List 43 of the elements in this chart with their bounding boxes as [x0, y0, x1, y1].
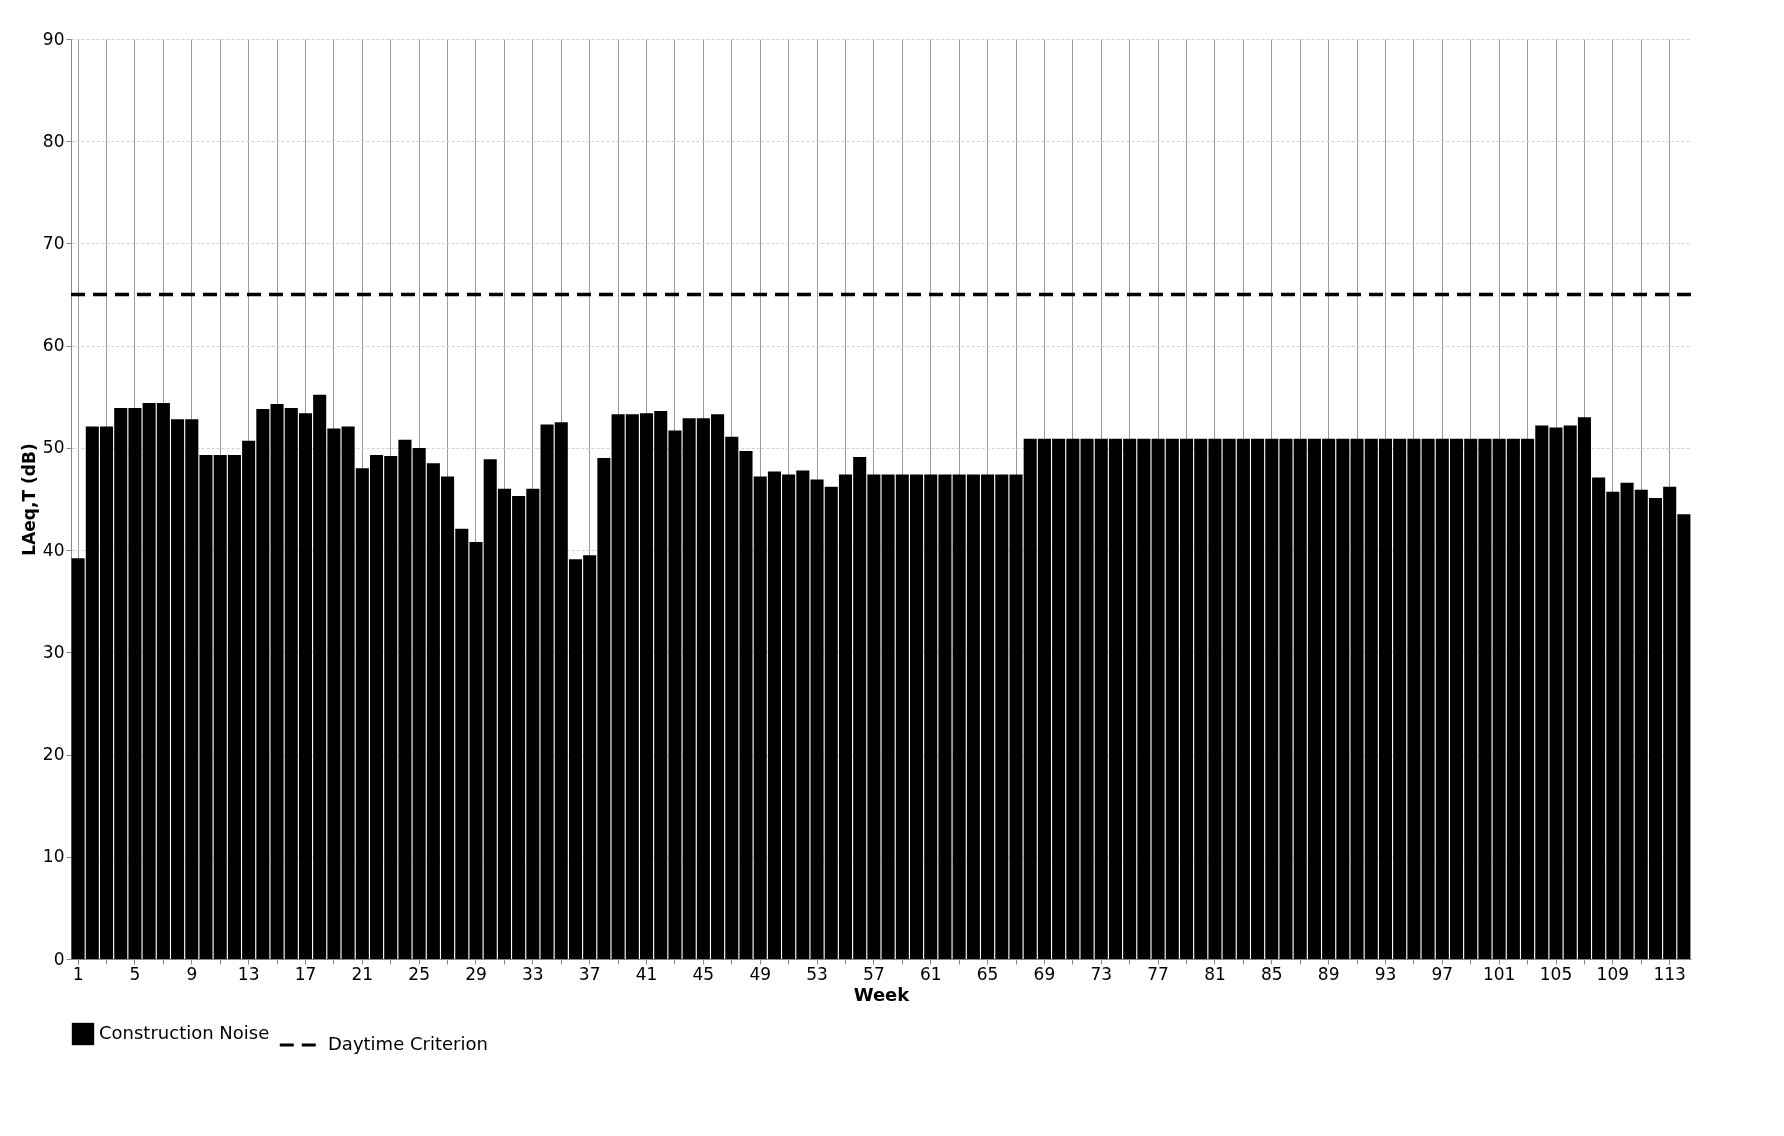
y-axis-title: LAeq,T (dB)	[18, 443, 39, 556]
x-tick-label: 69	[1033, 963, 1056, 984]
y-tick-label: 70	[42, 232, 65, 253]
x-tick-label: 41	[635, 963, 658, 984]
x-tick-label: 81	[1204, 963, 1226, 984]
x-tick-label: 17	[294, 963, 317, 984]
x-tick-label: 97	[1431, 963, 1454, 984]
y-tick-label: 10	[42, 846, 65, 867]
x-tick-label: 1	[72, 963, 84, 984]
y-tick-label: 20	[42, 744, 65, 765]
x-tick-label: 85	[1260, 963, 1283, 984]
x-tick-label: 77	[1147, 963, 1169, 984]
y-tick-label: 60	[42, 335, 65, 356]
x-tick-label: 13	[237, 963, 260, 984]
x-tick-label: 113	[1653, 963, 1686, 984]
x-tick-label: 49	[749, 963, 772, 984]
x-tick-label: 73	[1090, 963, 1113, 984]
x-tick-label: 29	[465, 963, 487, 984]
x-tick-label: 105	[1539, 963, 1573, 984]
x-tick-label: 101	[1482, 963, 1516, 984]
x-tick-label: 33	[522, 963, 544, 984]
y-tick-label: 50	[42, 437, 65, 458]
x-tick-label: 109	[1596, 963, 1630, 984]
legend-label: Construction Noise	[99, 1022, 270, 1043]
x-tick-label: 53	[806, 963, 828, 984]
x-tick-label: 61	[919, 963, 942, 984]
y-tick-label: 40	[42, 539, 65, 560]
x-tick-label: 89	[1317, 963, 1340, 984]
y-tick-label: 30	[42, 641, 65, 662]
y-tick-label: 80	[42, 130, 65, 151]
x-tick-label: 21	[351, 963, 374, 984]
x-tick-label: 37	[578, 963, 601, 984]
legend-label: Daytime Criterion	[328, 1033, 488, 1054]
x-axis-title: Week	[853, 983, 911, 1005]
x-tick-label: 9	[186, 963, 198, 984]
x-tick-label: 45	[692, 963, 715, 984]
x-tick-label: 57	[863, 963, 885, 984]
y-tick-label: 90	[42, 28, 65, 49]
x-tick-label: 25	[408, 963, 430, 984]
x-tick-label: 5	[129, 963, 141, 984]
y-tick-label: 0	[53, 948, 65, 969]
x-tick-label: 65	[976, 963, 999, 984]
x-tick-label: 93	[1374, 963, 1397, 984]
